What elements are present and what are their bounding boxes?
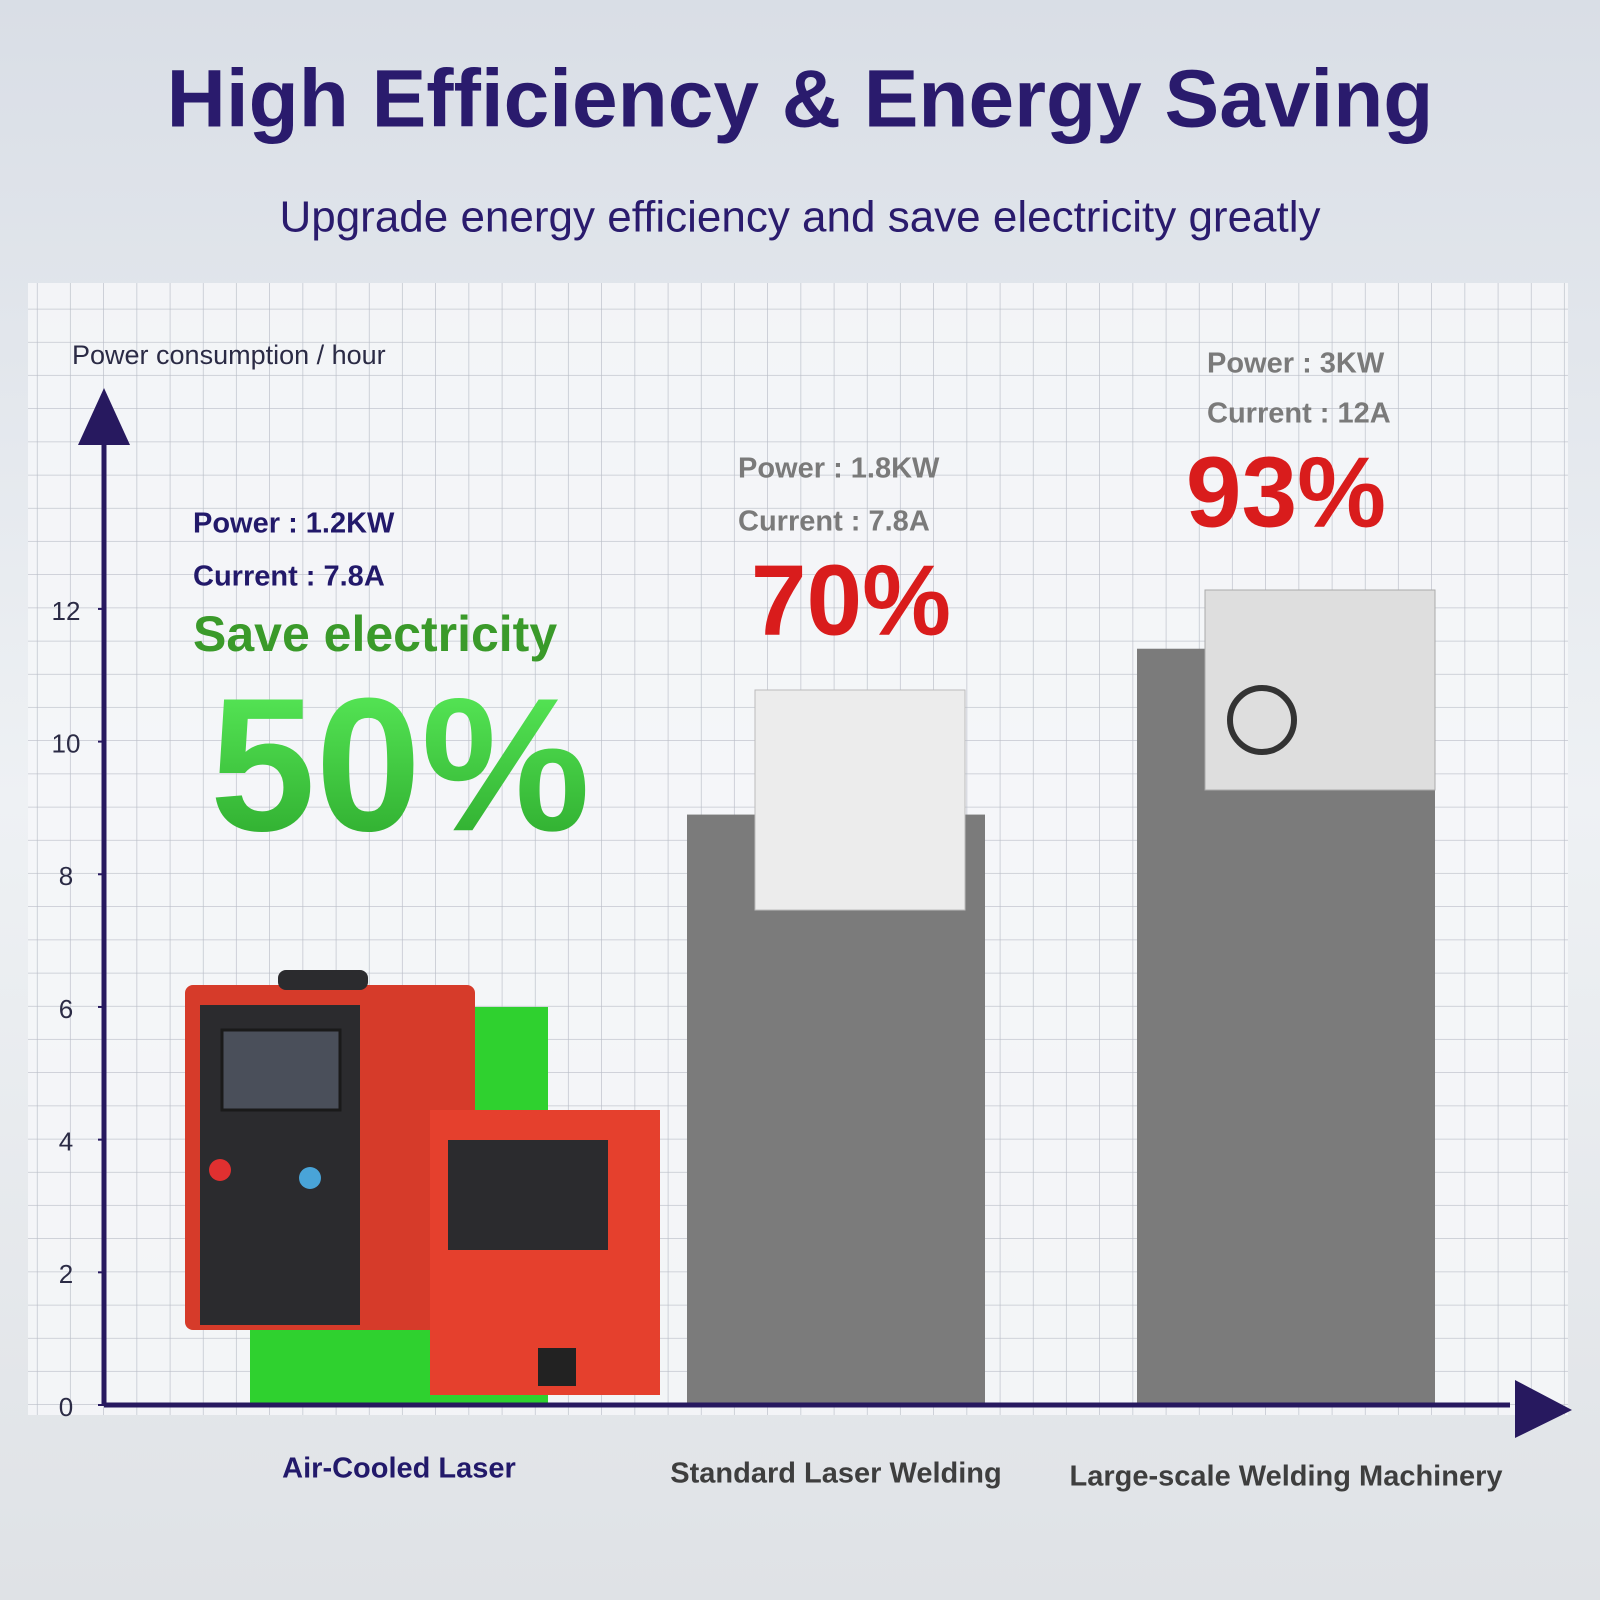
- title: High Efficiency & Energy Saving: [167, 54, 1434, 145]
- current-label: Current : 12A: [1207, 398, 1391, 430]
- y-axis-arrow: [78, 388, 130, 445]
- current-label: Current : 7.8A: [193, 561, 385, 593]
- y-tick-label: 0: [59, 1392, 73, 1422]
- percent-label: 93%: [1186, 436, 1386, 548]
- y-tick-label: 2: [59, 1259, 73, 1289]
- power-label: Power : 1.2KW: [193, 508, 395, 540]
- y-tick-label: 12: [52, 596, 81, 626]
- note-label: Save electricity: [193, 606, 557, 662]
- category-label: Standard Laser Welding: [670, 1458, 1001, 1490]
- x-axis-arrow: [1515, 1380, 1572, 1438]
- category-label: Large-scale Welding Machinery: [1070, 1461, 1503, 1493]
- y-tick-label: 6: [59, 994, 73, 1024]
- subtitle: Upgrade energy efficiency and save elect…: [279, 193, 1320, 242]
- y-tick-label: 10: [52, 728, 81, 758]
- power-label: Power : 1.8KW: [738, 453, 940, 485]
- y-tick-label: 8: [59, 861, 73, 891]
- machine-illustration: [185, 589, 1436, 1395]
- y-tick-label: 4: [59, 1127, 73, 1157]
- percent-label: 50%: [210, 659, 590, 871]
- y-axis-label: Power consumption / hour: [72, 340, 386, 370]
- power-label: Power : 3KW: [1207, 348, 1385, 380]
- bar: [687, 814, 985, 1405]
- category-label: Air-Cooled Laser: [282, 1453, 516, 1485]
- current-label: Current : 7.8A: [738, 506, 930, 538]
- percent-label: 70%: [751, 544, 951, 656]
